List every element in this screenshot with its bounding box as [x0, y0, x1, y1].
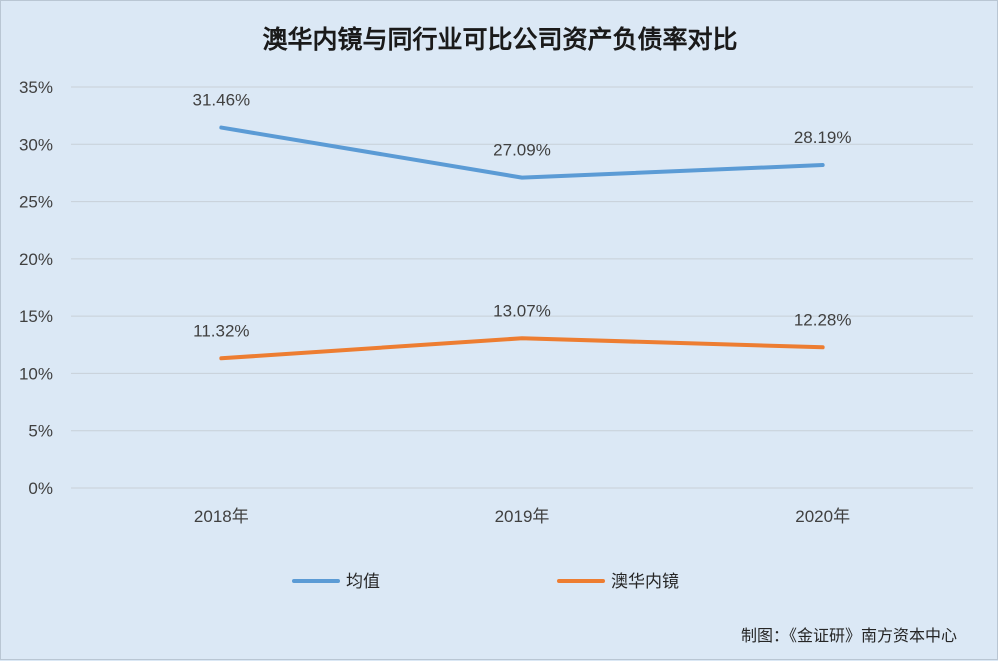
data-point	[521, 177, 523, 179]
series-line-1	[219, 336, 825, 361]
chart-title: 澳华内镜与同行业可比公司资产负债率对比	[262, 25, 737, 54]
data-label: 28.19%	[794, 128, 852, 147]
x-axis-ticks: 2018年 2019年 2020年	[194, 507, 850, 526]
data-point	[220, 127, 222, 129]
x-tick-label: 2018年	[194, 507, 249, 526]
series-layer	[219, 125, 825, 361]
data-point	[220, 357, 222, 359]
y-tick-label: 10%	[19, 364, 53, 383]
data-point	[822, 346, 824, 348]
y-tick-label: 25%	[19, 193, 53, 212]
x-tick-label: 2020年	[795, 507, 850, 526]
data-label: 27.09%	[493, 141, 551, 160]
legend: 均值 澳华内镜	[292, 572, 679, 592]
y-tick-label: 20%	[19, 250, 53, 269]
grid-layer	[71, 86, 973, 489]
y-tick-label: 0%	[28, 479, 53, 498]
data-label: 13.07%	[493, 301, 551, 320]
y-tick-label: 15%	[19, 307, 53, 326]
data-label: 12.28%	[794, 310, 852, 329]
x-tick-label: 2019年	[495, 507, 550, 526]
data-point	[521, 337, 523, 339]
y-axis-ticks: 0% 5% 10% 15% 20% 25% 30% 35%	[19, 78, 53, 498]
data-label: 31.46%	[192, 91, 250, 110]
legend-label: 均值	[346, 572, 380, 592]
data-labels: 31.46% 27.09% 28.19% 11.32% 13.07% 12.28%	[192, 91, 851, 341]
source-note: 制图：《金证研》南方资本中心	[741, 626, 957, 645]
y-tick-label: 35%	[19, 78, 53, 97]
data-point	[822, 164, 824, 166]
y-tick-label: 5%	[28, 422, 53, 441]
y-tick-label: 30%	[19, 135, 53, 154]
data-label: 11.32%	[193, 321, 249, 340]
legend-label: 澳华内镜	[611, 572, 679, 592]
